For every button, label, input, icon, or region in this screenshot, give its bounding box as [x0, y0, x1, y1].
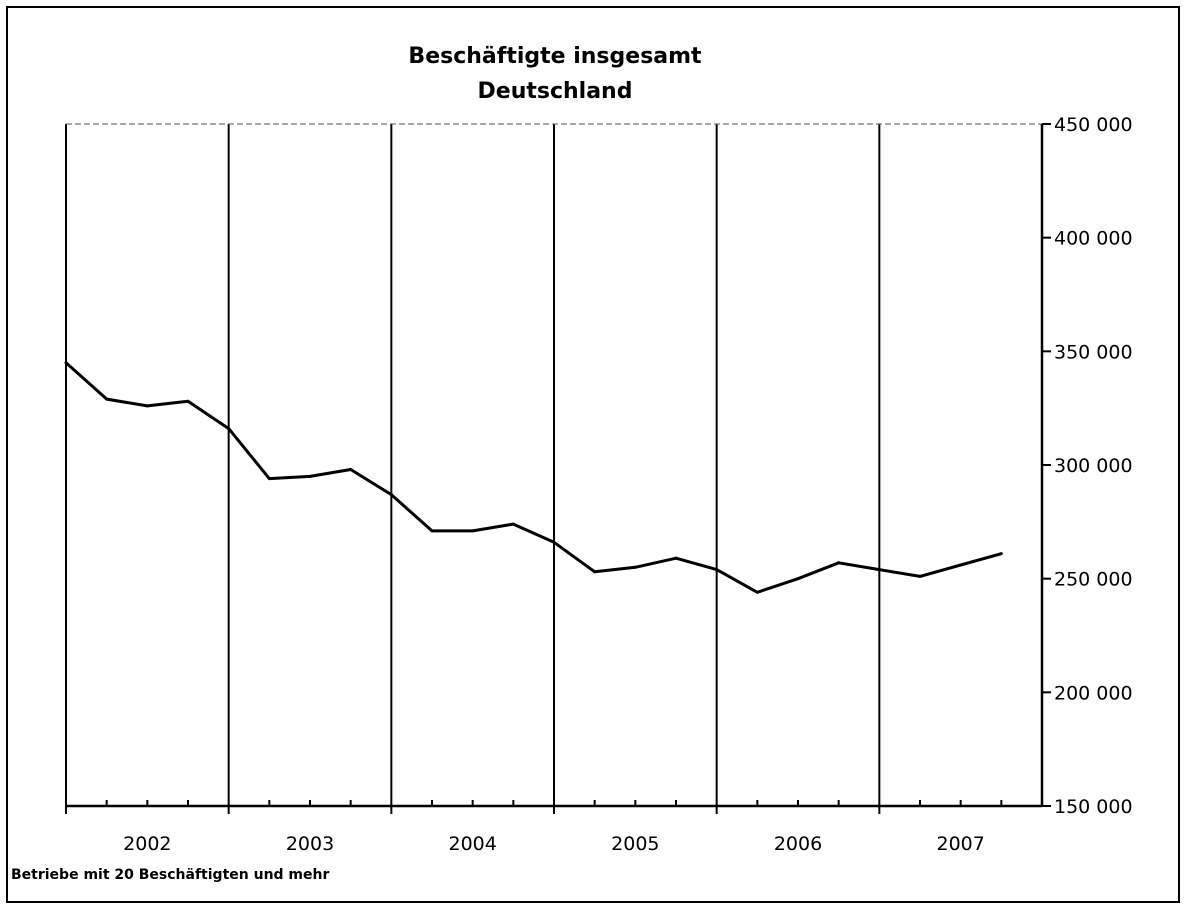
y-tick-label: 250 000	[1054, 569, 1133, 591]
y-tick-label: 200 000	[1054, 682, 1133, 704]
x-tick-label: 2004	[448, 833, 496, 855]
data-point	[308, 474, 312, 478]
data-point	[511, 522, 515, 526]
data-point	[999, 552, 1003, 556]
data-point	[64, 361, 68, 365]
x-tick-label: 2006	[774, 833, 822, 855]
data-point	[145, 404, 149, 408]
y-axis-ticks: 150 000 200 000 250 000 300 000 350 000 400 0…	[1042, 114, 1133, 818]
chart-frame	[6, 6, 1180, 903]
data-point	[959, 563, 963, 567]
x-tick-label: 2005	[611, 833, 659, 855]
y-tick-label: 300 000	[1054, 455, 1133, 477]
data-point	[552, 540, 556, 544]
data-point	[227, 427, 231, 431]
x-tick-label: 2003	[286, 833, 334, 855]
x-tick-label: 2002	[123, 833, 171, 855]
y-tick-label: 400 000	[1054, 228, 1133, 250]
data-point	[593, 570, 597, 574]
data-point	[715, 568, 719, 572]
x-axis-ticks: 2002 2003 2004 2005 2006 2007	[105, 800, 1003, 855]
chart-title: Beschäftigte insgesamt	[408, 44, 702, 69]
data-point	[837, 561, 841, 565]
data-point	[877, 568, 881, 572]
y-tick-label: 150 000	[1054, 796, 1133, 818]
data-point	[349, 468, 353, 472]
data-point	[105, 397, 109, 401]
y-tick-label: 450 000	[1054, 114, 1133, 136]
y-tick-label: 350 000	[1054, 341, 1133, 363]
series-group	[64, 361, 1003, 594]
data-point	[430, 529, 434, 533]
year-gridlines	[65, 124, 881, 814]
data-point	[186, 399, 190, 403]
series-line	[65, 361, 1002, 594]
data-point	[267, 477, 271, 481]
data-point	[796, 577, 800, 581]
data-point	[674, 556, 678, 560]
chart-subtitle: Deutschland	[477, 79, 633, 104]
data-point	[389, 493, 393, 497]
data-point	[755, 590, 759, 594]
data-point	[918, 574, 922, 578]
data-point	[471, 529, 475, 533]
data-point	[633, 565, 637, 569]
footnote: Betriebe mit 20 Beschäftigten und mehr	[11, 867, 330, 883]
x-tick-label: 2007	[936, 833, 984, 855]
